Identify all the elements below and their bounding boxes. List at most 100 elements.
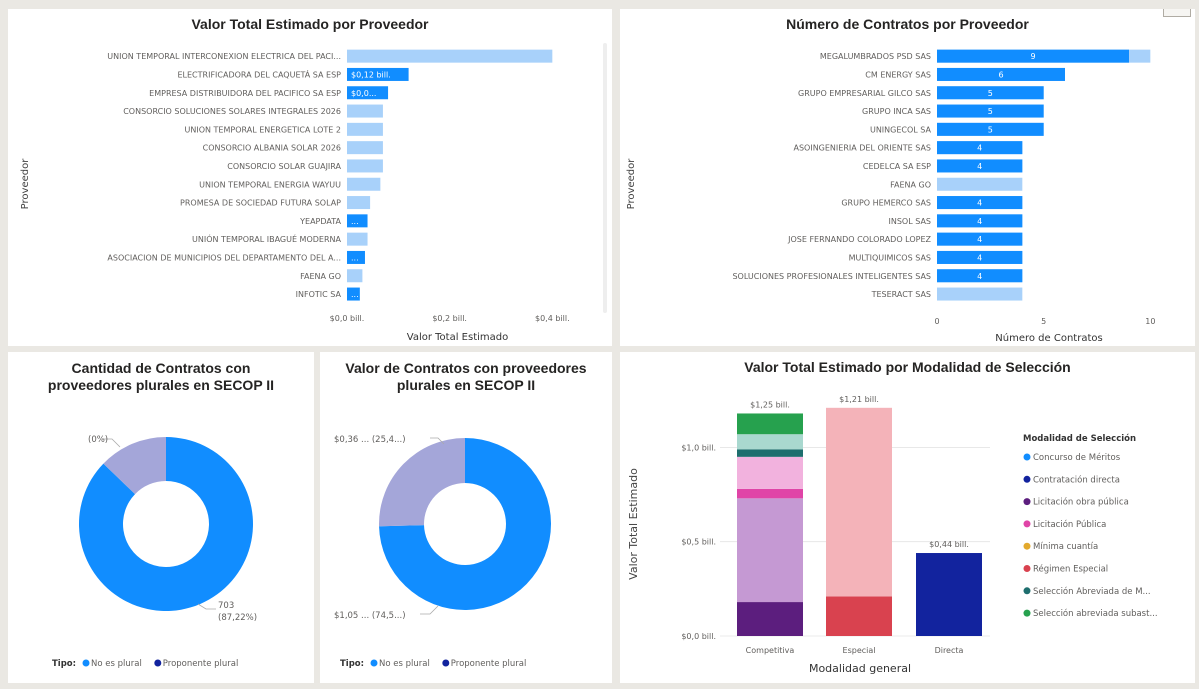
donut-slice[interactable] xyxy=(103,437,166,495)
bar-selected[interactable] xyxy=(937,67,1065,81)
bar-selected[interactable] xyxy=(937,196,1023,210)
legend-item[interactable]: Licitación obra pública xyxy=(1033,497,1129,508)
data-label: 4 xyxy=(977,272,982,281)
chart-valor-plurales[interactable]: Valor de Contratos con proveedores plura… xyxy=(320,352,612,683)
legend-marker xyxy=(1023,609,1031,617)
data-label: 5 xyxy=(988,89,993,98)
bar-segment[interactable] xyxy=(916,553,982,636)
category-label: FAENA GO xyxy=(890,180,931,189)
bar-selected[interactable] xyxy=(937,232,1023,246)
bar[interactable] xyxy=(347,122,383,136)
bar[interactable] xyxy=(347,177,381,191)
legend-title: Modalidad de Selección xyxy=(1023,433,1136,444)
legend-marker xyxy=(154,659,162,667)
bar[interactable] xyxy=(347,196,371,210)
legend-item[interactable]: Proponente plural xyxy=(163,659,239,669)
bar-segment[interactable] xyxy=(737,602,803,636)
bar-segment[interactable] xyxy=(737,449,803,457)
bar-segment[interactable] xyxy=(826,407,892,597)
leader-line xyxy=(430,437,445,445)
data-label: 5 xyxy=(988,107,993,116)
bar-segment[interactable] xyxy=(737,456,803,489)
bar[interactable] xyxy=(347,250,365,264)
chart-numero-proveedor[interactable]: Número de Contratos por Proveedor MEGALU… xyxy=(620,9,1195,346)
category-label: GRUPO EMPRESARIAL GILCO SAS xyxy=(798,89,931,98)
bar[interactable] xyxy=(347,232,368,246)
x-tick-label: Especial xyxy=(843,646,876,655)
data-label: $0,12 bill. xyxy=(351,70,391,79)
category-label: EMPRESA DISTRIBUIDORA DEL PACIFICO SA ES… xyxy=(149,89,341,98)
bar-selected[interactable] xyxy=(937,86,1044,100)
bar-segment[interactable] xyxy=(826,596,892,636)
bar[interactable] xyxy=(347,67,409,81)
bar-segment[interactable] xyxy=(737,413,803,435)
legend-item[interactable]: Mínima cuantía xyxy=(1033,542,1098,552)
legend-item[interactable]: Selección Abreviada de M... xyxy=(1033,586,1151,597)
bar-selected[interactable] xyxy=(937,250,1023,264)
bar-segment[interactable] xyxy=(737,434,803,450)
bar-selected[interactable] xyxy=(937,159,1023,173)
bar[interactable] xyxy=(937,287,1023,301)
chart-valor-modalidad[interactable]: Valor Total Estimado por Modalidad de Se… xyxy=(620,352,1195,683)
chart-valor-modalidad-plot[interactable]: $0,0 bill. $0,5 bill. $1,0 bill. $1,25 bill… xyxy=(620,352,1195,683)
leader-line xyxy=(102,438,121,448)
legend-item[interactable]: Régimen Especial xyxy=(1033,564,1108,575)
category-label: UNION TEMPORAL INTERCONEXION ELECTRICA D… xyxy=(107,52,341,61)
donut-slice[interactable] xyxy=(78,437,253,611)
y-tick-label: $0,0 bill. xyxy=(681,632,716,641)
bar[interactable] xyxy=(347,269,363,283)
donut-slice[interactable] xyxy=(379,438,551,610)
data-label: $0,0... xyxy=(351,89,376,98)
visual-header-corner xyxy=(1163,9,1191,17)
chart-numero-proveedor-plot[interactable]: MEGALUMBRADOS PSD SAS 9 CM ENERGY SAS 6 GRUP… xyxy=(620,9,1195,346)
chart-valor-proveedor-plot[interactable]: UNION TEMPORAL INTERCONEXION ELECTRICA D… xyxy=(8,9,612,346)
data-label: ... xyxy=(351,217,359,226)
legend-marker xyxy=(1023,520,1031,528)
legend-item[interactable]: No es plural xyxy=(379,659,430,669)
total-label: $1,21 bill. xyxy=(839,395,879,404)
data-label: 4 xyxy=(977,199,982,208)
category-label: CONSORCIO SOLAR GUAJIRA xyxy=(227,162,341,171)
bar[interactable] xyxy=(937,177,1023,191)
legend-item[interactable]: Proponente plural xyxy=(451,659,527,669)
legend-item[interactable]: Licitación Pública xyxy=(1033,519,1106,530)
bar-selected[interactable] xyxy=(937,122,1044,136)
legend-item[interactable]: No es plural xyxy=(91,659,142,669)
category-label: UNION TEMPORAL ENERGETICA LOTE 2 xyxy=(185,125,342,134)
bar[interactable] xyxy=(347,287,360,301)
bar-selected[interactable] xyxy=(937,141,1023,155)
bar[interactable] xyxy=(347,49,553,63)
bar-selected[interactable] xyxy=(937,104,1044,118)
bar-segment[interactable] xyxy=(737,498,803,603)
data-label: ... xyxy=(351,290,359,299)
legend-item[interactable]: Selección abreviada subast... xyxy=(1033,608,1158,619)
scrollbar[interactable] xyxy=(603,43,607,313)
x-tick-label: 10 xyxy=(1145,317,1155,326)
leader-line xyxy=(420,605,439,615)
bar[interactable] xyxy=(347,214,368,228)
bar-selected[interactable] xyxy=(937,214,1023,228)
chart-title: Valor Total Estimado por Proveedor xyxy=(191,16,429,32)
donut-slice[interactable] xyxy=(379,438,465,527)
chart-cantidad-plurales[interactable]: Cantidad de Contratos con proveedores pl… xyxy=(8,352,314,683)
chart-valor-plurales-plot[interactable]: $0,36 ... (25,4...) $1,05 ... (74,5...) Ti… xyxy=(320,352,612,683)
category-label: CONSORCIO SOLUCIONES SOLARES INTEGRALES … xyxy=(123,107,341,116)
chart-title: Cantidad de Contratos con proveedores pl… xyxy=(47,360,275,393)
legend-item[interactable]: Concurso de Méritos xyxy=(1033,452,1121,463)
bar-segment[interactable] xyxy=(737,488,803,499)
legend-item[interactable]: Contratación directa xyxy=(1033,474,1120,485)
chart-cantidad-plurales-plot[interactable]: (0%) 703 (87,22%) Tipo: No es plural Proponen… xyxy=(8,352,314,683)
bar[interactable] xyxy=(347,86,389,100)
x-axis-label: Valor Total Estimado xyxy=(407,332,508,343)
bar[interactable] xyxy=(347,141,383,155)
y-axis-label: Proveedor xyxy=(20,158,31,210)
chart-valor-proveedor[interactable]: Valor Total Estimado por Proveedor UNION… xyxy=(8,9,612,346)
data-label: (87,22%) xyxy=(218,613,257,623)
x-tick-label: $0,4 bill. xyxy=(535,314,570,323)
bar[interactable] xyxy=(347,159,383,173)
chart-title: Valor Total Estimado por Modalidad de Se… xyxy=(744,359,1071,375)
data-label: $1,05 ... (74,5...) xyxy=(334,611,406,621)
bar[interactable] xyxy=(347,104,383,118)
bar-selected[interactable] xyxy=(937,49,1129,63)
bar-selected[interactable] xyxy=(937,269,1023,283)
